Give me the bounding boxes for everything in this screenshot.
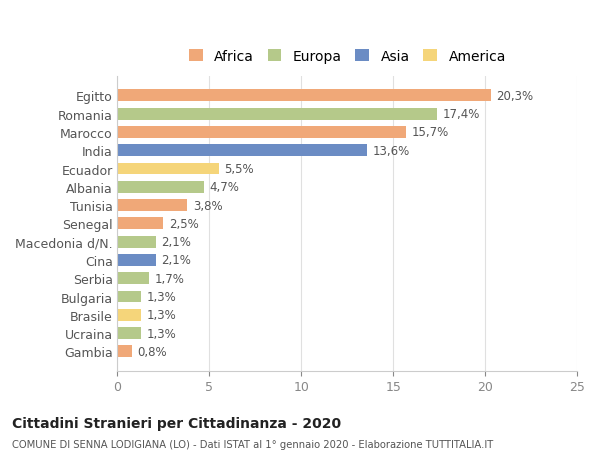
Text: Cittadini Stranieri per Cittadinanza - 2020: Cittadini Stranieri per Cittadinanza - 2…	[12, 416, 341, 430]
Text: 1,3%: 1,3%	[147, 291, 176, 303]
Text: 4,7%: 4,7%	[209, 181, 239, 194]
Bar	[118, 309, 142, 321]
Text: 3,8%: 3,8%	[193, 199, 223, 212]
Legend: Africa, Europa, Asia, America: Africa, Europa, Asia, America	[185, 45, 510, 68]
Text: 0,8%: 0,8%	[138, 345, 167, 358]
Text: 2,1%: 2,1%	[161, 235, 191, 249]
Bar	[118, 145, 367, 157]
Text: 20,3%: 20,3%	[496, 90, 533, 103]
Text: 1,3%: 1,3%	[147, 327, 176, 340]
Bar	[118, 163, 218, 175]
Text: 1,3%: 1,3%	[147, 308, 176, 322]
Bar	[118, 291, 142, 303]
Bar	[118, 127, 406, 139]
Text: 15,7%: 15,7%	[412, 126, 449, 139]
Bar	[118, 181, 204, 193]
Bar	[118, 346, 132, 358]
Bar	[118, 327, 142, 339]
Text: 17,4%: 17,4%	[443, 108, 480, 121]
Bar	[118, 218, 163, 230]
Text: 13,6%: 13,6%	[373, 145, 410, 157]
Bar	[118, 273, 149, 285]
Text: 1,7%: 1,7%	[154, 272, 184, 285]
Text: 5,5%: 5,5%	[224, 162, 254, 176]
Bar	[118, 254, 156, 266]
Text: 2,1%: 2,1%	[161, 254, 191, 267]
Bar	[118, 236, 156, 248]
Bar	[118, 200, 187, 212]
Text: 2,5%: 2,5%	[169, 218, 199, 230]
Bar	[118, 90, 491, 102]
Text: COMUNE DI SENNA LODIGIANA (LO) - Dati ISTAT al 1° gennaio 2020 - Elaborazione TU: COMUNE DI SENNA LODIGIANA (LO) - Dati IS…	[12, 440, 493, 449]
Bar	[118, 108, 437, 120]
